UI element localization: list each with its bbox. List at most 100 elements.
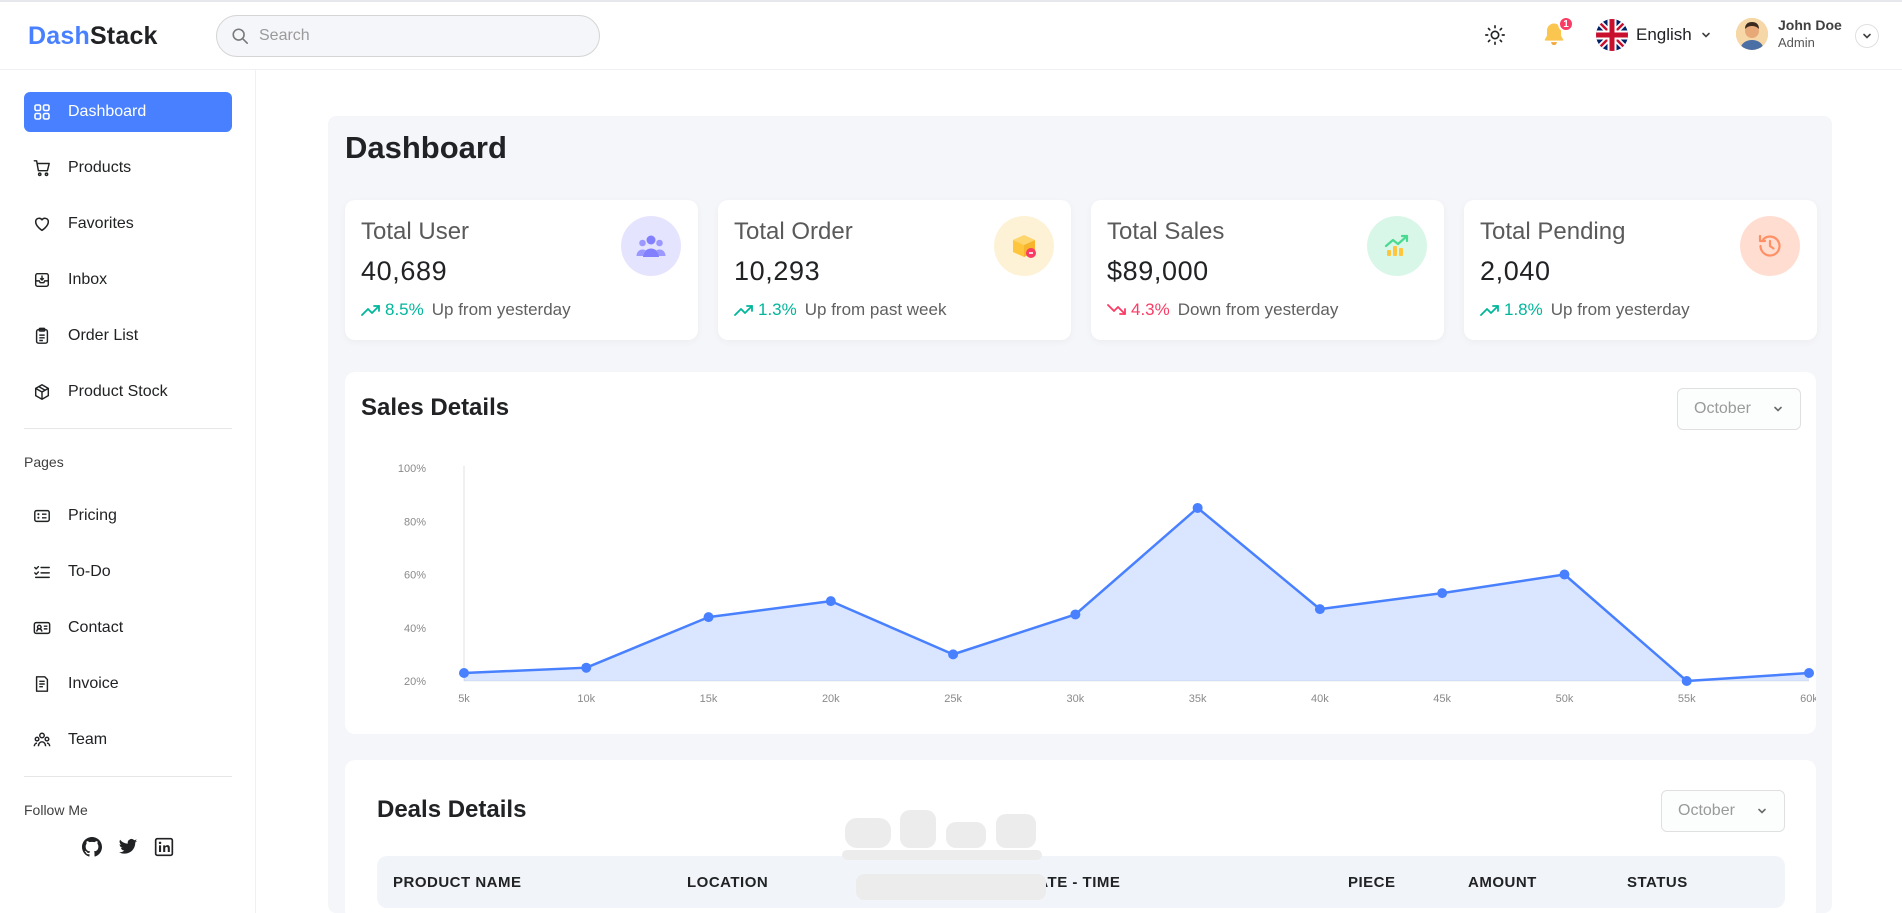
- heart-icon: [32, 214, 52, 234]
- data-point: [1437, 588, 1448, 599]
- search-bar[interactable]: [216, 15, 600, 57]
- profile-menu-chevron-icon[interactable]: [1855, 24, 1879, 48]
- sidebar-item-label: To-Do: [68, 563, 111, 580]
- search-icon: [232, 28, 249, 45]
- stat-value: 2,040: [1480, 256, 1551, 286]
- sidebar-item-products[interactable]: Products: [24, 148, 232, 188]
- y-tick-label: 100%: [398, 463, 426, 475]
- sidebar-item-label: Pricing: [68, 507, 117, 524]
- y-tick-label: 20%: [404, 676, 426, 688]
- github-icon[interactable]: [80, 835, 104, 859]
- data-point: [1070, 609, 1081, 620]
- sidebar-item-favorites[interactable]: Favorites: [24, 204, 232, 244]
- sidebar-item-to-do[interactable]: To-Do: [24, 552, 232, 592]
- sidebar-item-order-list[interactable]: Order List: [24, 316, 232, 356]
- stat-trend-percent: 4.3%: [1131, 300, 1170, 319]
- stat-trend-percent: 1.3%: [758, 300, 797, 319]
- sidebar-item-label: Contact: [68, 619, 124, 636]
- linkedin-icon[interactable]: [152, 835, 176, 859]
- theme-toggle-sun-icon[interactable]: [1482, 22, 1508, 48]
- sidebar-item-team[interactable]: Team: [24, 720, 232, 760]
- deals-month-dropdown[interactable]: October: [1661, 790, 1785, 832]
- chart-title: Sales Details: [361, 394, 510, 421]
- stat-trend-text: Up from yesterday: [431, 300, 571, 319]
- data-point: [1681, 676, 1692, 686]
- pricing-icon: [32, 506, 52, 526]
- data-point: [1314, 604, 1325, 615]
- stat-card-total-order: Total Order 10,293 1.3% Up from past wee…: [718, 200, 1071, 340]
- stat-title: Total Sales: [1107, 218, 1225, 245]
- sidebar-item-label: Favorites: [68, 215, 134, 232]
- dropdown-value: October: [1678, 802, 1735, 819]
- sidebar-item-dashboard[interactable]: Dashboard: [24, 92, 232, 132]
- sidebar-item-label: Dashboard: [68, 103, 147, 120]
- sales-month-dropdown[interactable]: October: [1677, 388, 1801, 430]
- sidebar-divider: [24, 776, 232, 777]
- sidebar-item-contact[interactable]: Contact: [24, 608, 232, 648]
- sales-chart-icon: [1367, 216, 1427, 276]
- user-name: John Doe: [1778, 17, 1842, 33]
- contact-icon: [32, 618, 52, 638]
- twitter-icon[interactable]: [116, 835, 140, 859]
- stat-card-total-sales: Total Sales $89,000 4.3% Down from yeste…: [1091, 200, 1444, 340]
- x-tick-label: 30k: [1066, 693, 1084, 705]
- sidebar-divider: [24, 428, 232, 429]
- data-point: [459, 668, 469, 679]
- sidebar-item-product-stock[interactable]: Product Stock: [24, 372, 232, 412]
- team-icon: [32, 730, 52, 750]
- sidebar-item-pricing[interactable]: Pricing: [24, 496, 232, 536]
- x-tick-label: 20k: [822, 693, 840, 705]
- column-header-piece[interactable]: PIECE: [1348, 874, 1396, 891]
- search-input[interactable]: [259, 27, 579, 45]
- trending-down-icon: [1107, 304, 1126, 315]
- series-line: [463, 506, 1810, 683]
- history-icon: [1740, 216, 1800, 276]
- column-header-product-name[interactable]: PRODUCT NAME: [393, 874, 522, 891]
- x-tick-label: 15k: [700, 693, 718, 705]
- deals-details-card: Deals Details October PRODUCT NAME LOCAT…: [345, 760, 1816, 913]
- sales-area-chart: 100% 80% 60% 40% 20% 5k 10k 15k 20k 25k 30k 35k 40k 4…: [398, 463, 1816, 705]
- column-header-date-time[interactable]: DATE - TIME: [1026, 874, 1121, 891]
- trending-up-icon: [361, 305, 380, 316]
- user-profile[interactable]: John Doe Admin: [1736, 16, 1842, 52]
- trending-up-icon: [734, 305, 753, 316]
- logo-part-stack: Stack: [89, 22, 158, 50]
- x-tick-label: 5k: [458, 693, 470, 705]
- data-point: [948, 649, 959, 660]
- trending-up-icon: [1480, 305, 1499, 316]
- column-header-status[interactable]: STATUS: [1627, 874, 1688, 891]
- sales-details-card: Sales Details October 100% 80% 60% 40% 20% 5k…: [345, 372, 1816, 734]
- x-tick-label: 60k: [1800, 693, 1816, 705]
- x-tick-label: 25k: [944, 693, 962, 705]
- invoice-icon: [32, 674, 52, 694]
- data-point: [825, 596, 836, 607]
- user-role: Admin: [1778, 35, 1815, 50]
- column-header-amount[interactable]: AMOUNT: [1468, 874, 1537, 891]
- sidebar-item-invoice[interactable]: Invoice: [24, 664, 232, 704]
- sidebar: [0, 70, 256, 913]
- column-header-location[interactable]: LOCATION: [687, 874, 769, 891]
- watermark-logo: [842, 810, 1046, 900]
- language-selector[interactable]: English: [1596, 19, 1712, 51]
- x-tick-label: 10k: [577, 693, 595, 705]
- data-point: [1804, 668, 1814, 679]
- data-point: [1192, 502, 1203, 513]
- series-area: [464, 507, 1809, 681]
- app-logo[interactable]: DashStack: [28, 22, 158, 51]
- page-title: Dashboard: [345, 130, 507, 165]
- chevron-down-icon: [1774, 406, 1782, 412]
- inbox-icon: [32, 270, 52, 290]
- stat-trend-percent: 1.8%: [1504, 300, 1543, 319]
- dropdown-value: October: [1694, 400, 1751, 417]
- sidebar-item-inbox[interactable]: Inbox: [24, 260, 232, 300]
- x-tick-label: 40k: [1311, 693, 1329, 705]
- stat-trend-text: Up from yesterday: [1550, 300, 1690, 319]
- order-box-icon: [994, 216, 1054, 276]
- y-tick-label: 80%: [404, 516, 426, 528]
- data-point: [703, 612, 714, 623]
- x-tick-label: 35k: [1189, 693, 1207, 705]
- deals-table-header: PRODUCT NAME LOCATION DATE - TIME PIECE …: [377, 856, 1785, 908]
- top-bar: DashStack: [0, 0, 1902, 70]
- x-tick-label: 45k: [1433, 693, 1451, 705]
- cart-icon: [32, 158, 52, 178]
